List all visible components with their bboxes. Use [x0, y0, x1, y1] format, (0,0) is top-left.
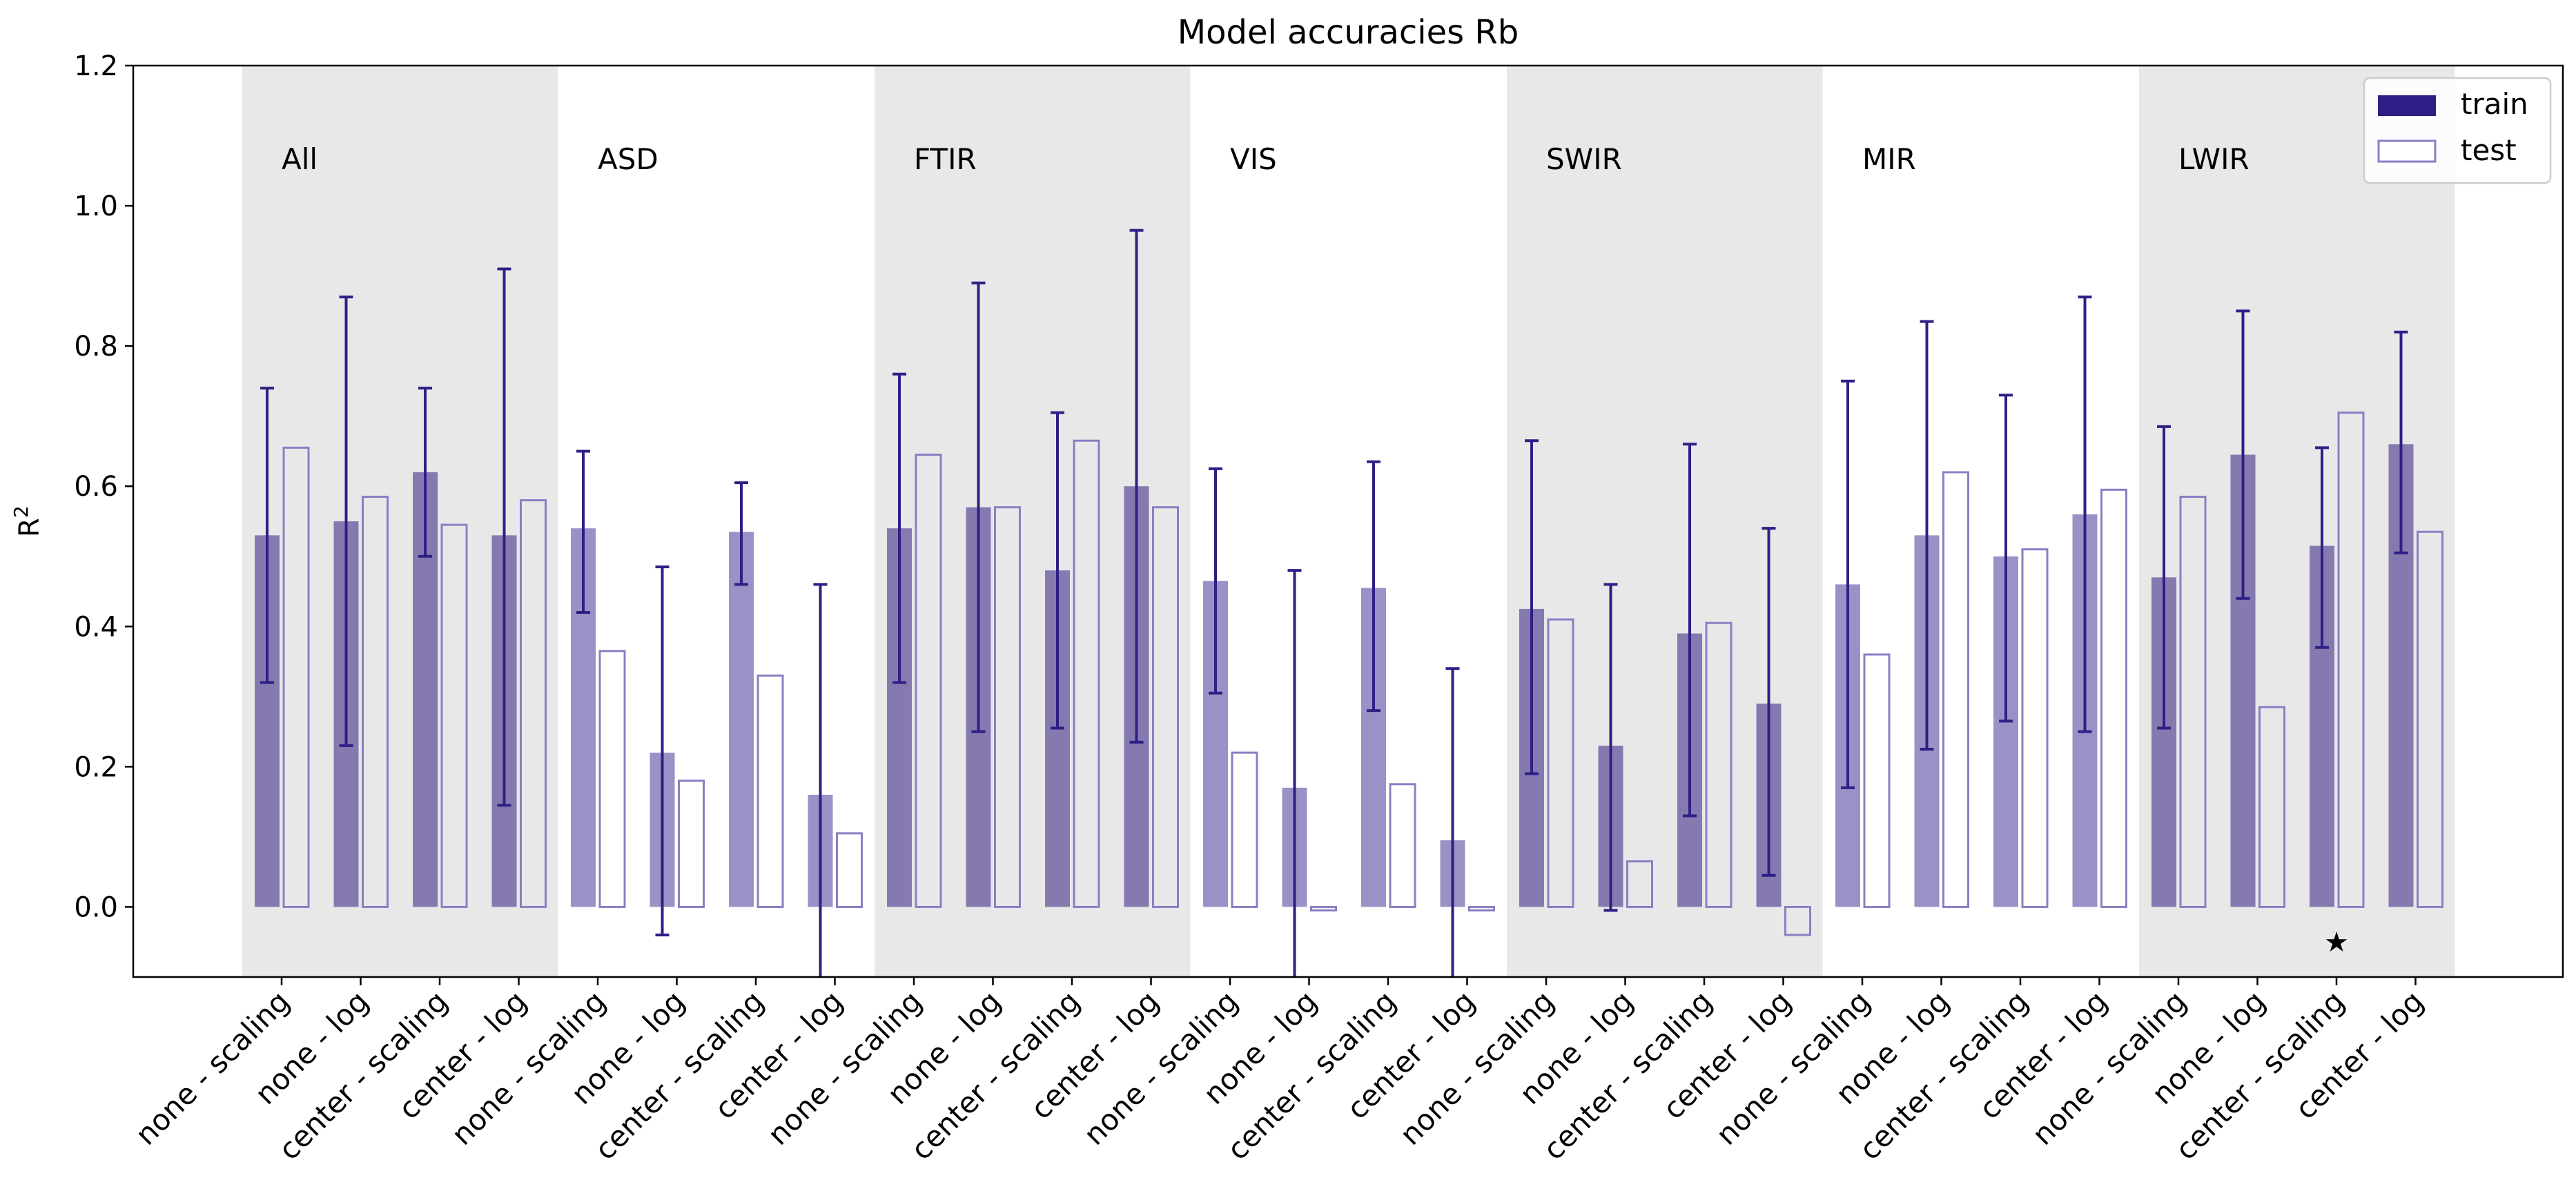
test-bar — [2021, 548, 2049, 908]
test-bar — [994, 506, 1021, 908]
train-error-bar — [971, 281, 986, 733]
test-bar — [598, 650, 626, 908]
test-bar — [1547, 618, 1574, 908]
train-error-bar — [1287, 569, 1302, 977]
y-tick-label: 1.0 — [74, 191, 118, 222]
group-label-all: All — [282, 142, 318, 176]
train-error-bar — [655, 566, 670, 937]
group-labels: All ASD FTIR VIS SWIR MIR LWIR — [282, 142, 2250, 176]
test-bar — [1863, 653, 1891, 908]
test-bar — [836, 832, 863, 908]
train-error-bar — [813, 583, 828, 977]
train-error-bar — [1209, 467, 1222, 695]
legend-test-label: test — [2461, 133, 2517, 167]
test-bar — [2337, 412, 2365, 908]
group-label-lwir: LWIR — [2178, 142, 2250, 176]
group-label-vis: VIS — [1230, 142, 1277, 176]
test-bar — [915, 454, 942, 908]
train-error-bar — [2157, 425, 2171, 730]
train-error-bar — [576, 450, 590, 614]
train-error-bar — [1603, 583, 1618, 912]
train-error-bar — [2394, 330, 2408, 554]
test-bar — [1626, 860, 1653, 908]
train-error-bar — [1762, 527, 1776, 877]
test-bar — [282, 446, 310, 908]
train-error-bar — [260, 387, 274, 684]
test-bar — [362, 495, 389, 908]
y-axis-label-superscript: 2 — [10, 505, 32, 518]
test-bar — [757, 674, 784, 908]
error-bars — [260, 229, 2408, 977]
train-error-bar — [2236, 309, 2250, 600]
train-error-bar — [2315, 446, 2329, 649]
train-error-bar — [497, 267, 511, 807]
y-tick-label: 1.2 — [74, 50, 118, 82]
y-tick-label: 0.6 — [74, 471, 118, 503]
significance-star: ★ — [2324, 927, 2349, 958]
test-bar — [1705, 621, 1733, 908]
group-label-ftir: FTIR — [914, 142, 977, 176]
test-bar — [2417, 530, 2443, 908]
annotations: ★ — [2324, 927, 2349, 958]
train-error-bar — [2078, 296, 2092, 733]
test-bar — [1468, 905, 1495, 912]
test-bar — [1231, 751, 1258, 908]
test-bar — [1310, 905, 1337, 912]
group-label-mir: MIR — [1862, 142, 1916, 176]
legend: train test — [2363, 77, 2552, 184]
test-bar — [1152, 506, 1179, 908]
y-tick-label: 0.8 — [74, 331, 118, 362]
test-bar — [520, 499, 547, 908]
train-error-bar — [339, 296, 353, 747]
y-tick-label: 0.0 — [74, 891, 118, 923]
train-bar — [729, 532, 754, 907]
y-axis-label: R2 — [10, 505, 46, 537]
y-axis-label-base: R — [14, 518, 46, 537]
test-bar — [1942, 471, 1969, 908]
train-error-bar — [1129, 229, 1144, 744]
test-bar — [2100, 488, 2127, 908]
group-label-asd: ASD — [598, 142, 658, 176]
train-error-bar — [1445, 667, 1460, 977]
y-tick-label: 0.4 — [74, 611, 118, 643]
plot-frame — [132, 64, 2564, 978]
test-bar — [678, 780, 705, 908]
test-bar — [1389, 783, 1416, 908]
test-bar — [440, 523, 468, 908]
test-bar — [2179, 495, 2207, 908]
train-error-bar — [892, 372, 906, 684]
train-error-bar — [734, 481, 748, 586]
legend-test-swatch — [2377, 139, 2437, 163]
chart-title: Model accuracies Rb — [1178, 13, 1519, 52]
train-error-bar — [1920, 320, 1934, 751]
test-bar — [1784, 905, 1811, 936]
train-error-bar — [1999, 394, 2013, 723]
legend-train-label: train — [2461, 87, 2528, 121]
train-error-bar — [1525, 439, 1539, 775]
train-error-bar — [1683, 443, 1697, 818]
y-axis: 0.0 0.2 0.4 0.6 0.8 1.0 1.2 — [74, 50, 133, 923]
train-error-bar — [418, 387, 432, 558]
test-bar — [1073, 439, 1100, 908]
y-tick-label: 0.2 — [74, 751, 118, 783]
group-label-swir: SWIR — [1546, 142, 1622, 176]
test-bar — [2258, 706, 2285, 908]
train-error-bar — [1841, 379, 1855, 789]
train-error-bar — [1367, 460, 1380, 713]
legend-train-swatch — [2378, 95, 2436, 116]
train-error-bar — [1051, 411, 1064, 730]
